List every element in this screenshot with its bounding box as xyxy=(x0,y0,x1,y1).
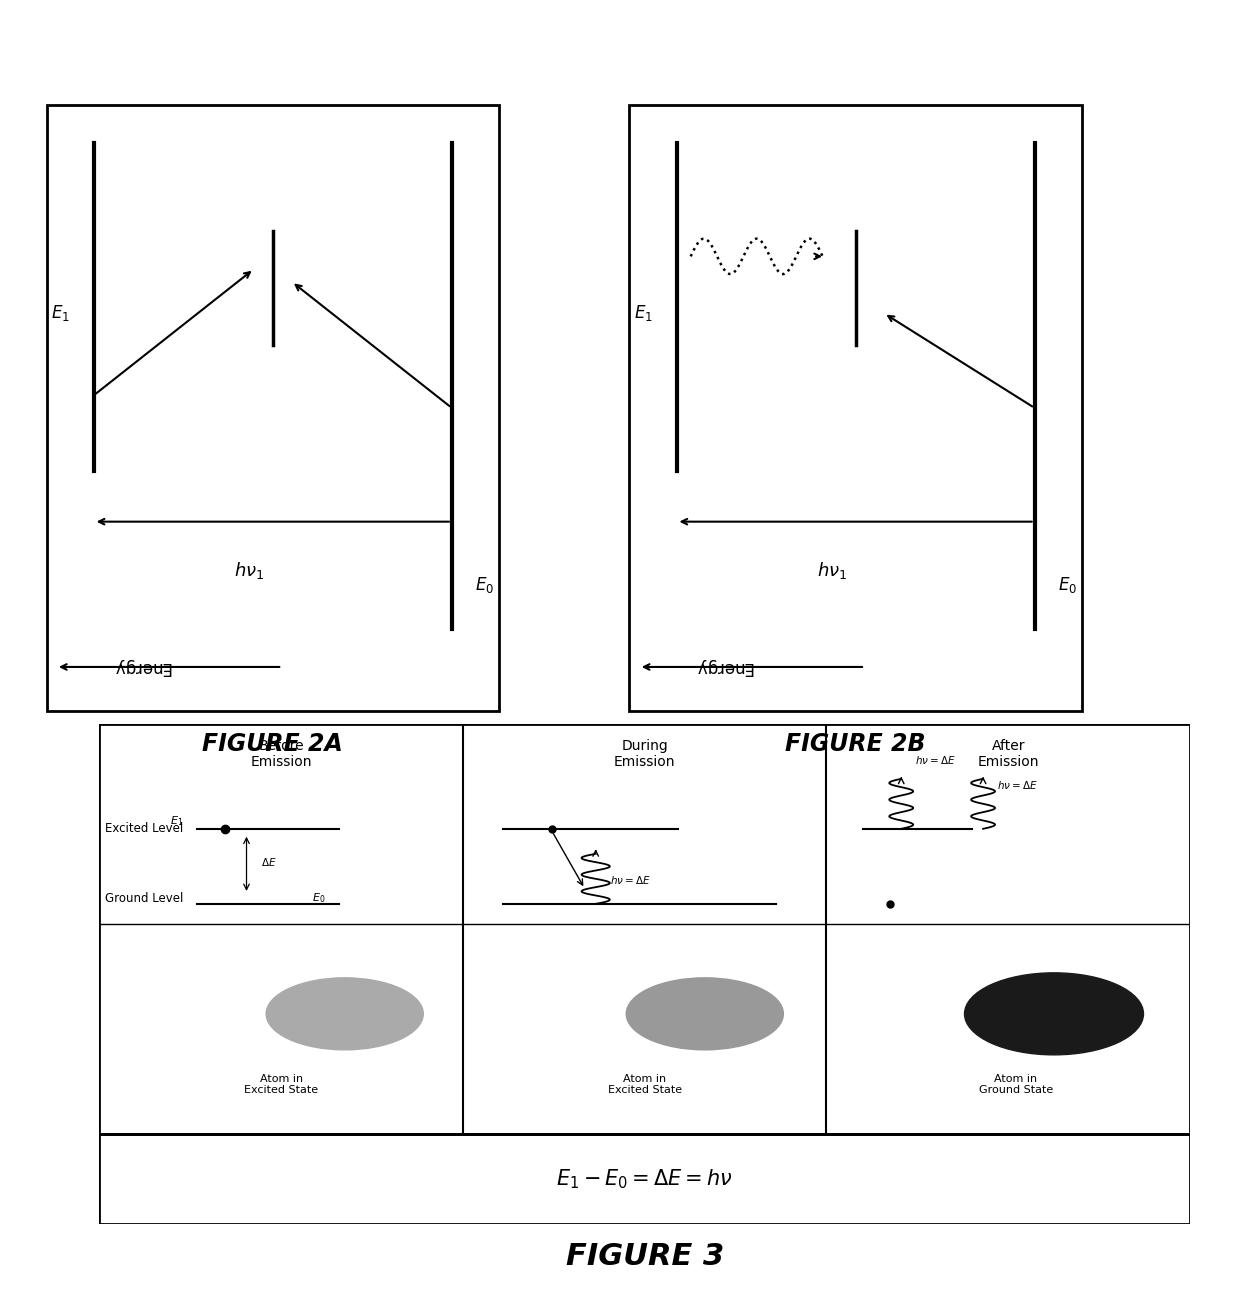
Text: Energy: Energy xyxy=(112,658,170,676)
Text: Ground Level: Ground Level xyxy=(104,892,184,905)
Text: $\Delta E$: $\Delta E$ xyxy=(260,857,277,869)
Text: $h\nu_1$: $h\nu_1$ xyxy=(234,559,264,580)
Text: $E_1$: $E_1$ xyxy=(634,303,653,324)
Circle shape xyxy=(267,978,423,1050)
Text: Energy: Energy xyxy=(694,658,753,676)
Text: Atom in
Excited State: Atom in Excited State xyxy=(244,1074,319,1095)
Text: Atom in
Excited State: Atom in Excited State xyxy=(608,1074,682,1095)
Text: $E_0$: $E_0$ xyxy=(1058,575,1078,595)
Text: FIGURE 2A: FIGURE 2A xyxy=(202,732,343,755)
Text: During
Emission: During Emission xyxy=(614,738,676,769)
Text: $h\nu{=}\Delta E$: $h\nu{=}\Delta E$ xyxy=(915,754,956,766)
Text: $h\nu_1$: $h\nu_1$ xyxy=(817,559,847,580)
Text: After
Emission: After Emission xyxy=(977,738,1039,769)
Circle shape xyxy=(626,978,784,1050)
Text: Atom in
Ground State: Atom in Ground State xyxy=(978,1074,1053,1095)
Circle shape xyxy=(965,973,1143,1055)
Text: $E_0$: $E_0$ xyxy=(312,891,325,905)
Text: FIGURE 3: FIGURE 3 xyxy=(565,1242,724,1271)
Text: $h\nu{=}\Delta E$: $h\nu{=}\Delta E$ xyxy=(610,874,651,886)
Text: $E_0$: $E_0$ xyxy=(475,575,495,595)
Text: FIGURE 2B: FIGURE 2B xyxy=(785,732,926,755)
Text: $E_1$: $E_1$ xyxy=(170,813,184,828)
Text: Before
Emission: Before Emission xyxy=(250,738,312,769)
Text: $h\nu{=}\Delta E$: $h\nu{=}\Delta E$ xyxy=(997,779,1038,791)
Text: Excited Level: Excited Level xyxy=(104,822,184,836)
Text: $E_1$: $E_1$ xyxy=(51,303,71,324)
Text: $E_1 - E_0 = \Delta E = h\nu$: $E_1 - E_0 = \Delta E = h\nu$ xyxy=(557,1167,733,1191)
